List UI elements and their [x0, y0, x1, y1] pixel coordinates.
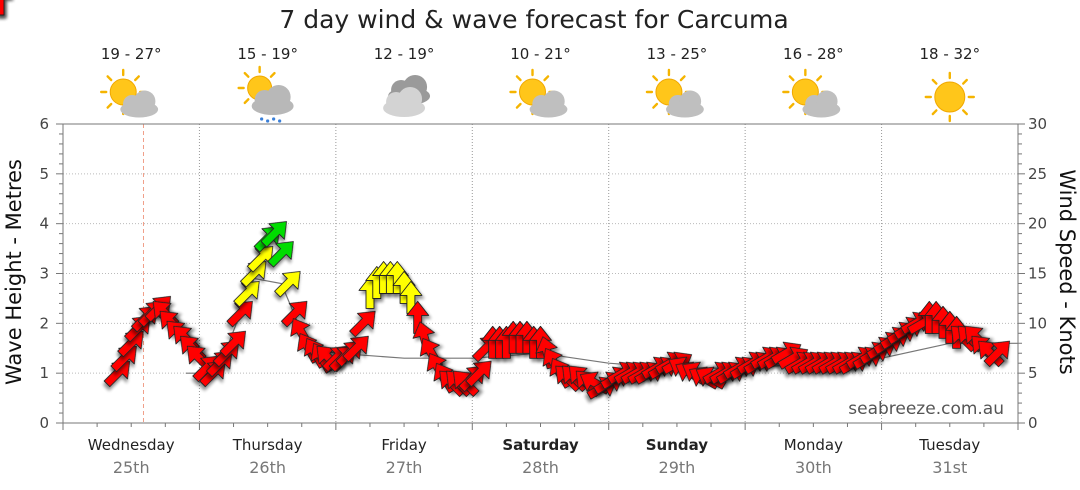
sun-ray	[816, 75, 823, 82]
watermark: seabreeze.com.au	[848, 399, 1004, 419]
cloud-puff	[815, 90, 838, 113]
right-tick-label: 20	[1028, 215, 1047, 233]
rain-drop	[272, 117, 276, 121]
day-date-label: 27th	[386, 458, 423, 477]
cloud-puff	[679, 90, 702, 113]
day-date-label: 30th	[795, 458, 832, 477]
wind-arrow	[267, 241, 294, 268]
sun-ray	[106, 75, 113, 82]
sun-ray	[931, 109, 938, 116]
temperature-range: 13 - 25°	[647, 45, 708, 63]
day-name-label: Sunday	[646, 436, 709, 454]
day-date-label: 31st	[932, 458, 967, 477]
chart-title: 7 day wind & wave forecast for Carcuma	[279, 5, 788, 34]
day-name-label: Thursday	[232, 436, 303, 454]
temperature-range: 12 - 19°	[374, 45, 435, 63]
wind-arrow	[0, 0, 5, 16]
sun-ray	[269, 71, 276, 78]
sun-ray	[543, 75, 550, 82]
rain-drop	[278, 119, 282, 123]
sun-ray	[962, 78, 968, 85]
rain-drop	[266, 119, 270, 123]
sun-ray	[652, 102, 659, 109]
day-date-label: 28th	[522, 458, 559, 477]
day-date-label: 25th	[113, 458, 150, 477]
wind-arrow	[465, 360, 492, 388]
right-tick-label: 30	[1028, 115, 1047, 133]
sun-ray	[931, 78, 938, 85]
cloud-puff	[133, 90, 156, 113]
temperature-range: 18 - 32°	[919, 45, 980, 63]
cloudy-icon	[383, 75, 431, 117]
left-tick-label: 1	[39, 364, 49, 382]
day-name-label: Wednesday	[88, 436, 175, 454]
sun-ray	[243, 98, 250, 105]
temperature-range: 15 - 19°	[237, 45, 298, 63]
cloud-puff	[543, 90, 565, 113]
sun-ray	[515, 75, 522, 82]
sun-disc	[934, 81, 966, 113]
left-tick-label: 5	[39, 165, 49, 183]
left-tick-label: 6	[39, 115, 49, 133]
right-tick-label: 25	[1028, 165, 1047, 183]
day-date-label: 29th	[659, 458, 696, 477]
cloud-puff	[266, 85, 291, 109]
sun-ray	[962, 109, 968, 116]
wind-arrow	[233, 280, 260, 308]
left-tick-label: 0	[39, 414, 49, 432]
rain-drop	[260, 117, 264, 121]
sun-ray	[788, 75, 795, 82]
right-tick-label: 5	[1028, 364, 1038, 382]
wind-arrow	[281, 300, 308, 328]
wind-arrow	[349, 310, 376, 338]
wind-arrow	[342, 335, 369, 363]
daily-weather-row: 19 - 27° 15 - 19° 12 - 19° 10 - 21° 13 - 25°…	[100, 45, 980, 123]
right-tick-label: 10	[1028, 314, 1047, 332]
day-date-label: 26th	[249, 458, 286, 477]
left-tick-label: 4	[39, 215, 49, 233]
sun-ray	[243, 71, 250, 78]
plot-frame	[62, 123, 1019, 424]
day-name-label: Tuesday	[918, 436, 980, 454]
sun-ray	[679, 75, 686, 82]
sunny-icon	[924, 71, 975, 123]
day-name-label: Monday	[784, 436, 843, 454]
temperature-range: 16 - 28°	[783, 45, 844, 63]
wind-arrow	[983, 340, 1010, 368]
sun-ray	[134, 75, 140, 82]
right-tick-label: 15	[1028, 265, 1047, 283]
right-tick-label: 0	[1028, 414, 1038, 432]
cloud-puff	[398, 87, 423, 111]
wind-arrow	[260, 221, 287, 248]
wind-arrow	[226, 300, 253, 328]
day-name-label: Saturday	[502, 436, 579, 454]
sun-ray	[788, 102, 795, 109]
left-tick-label: 3	[39, 265, 49, 283]
partly-cloudy-icon	[509, 68, 568, 118]
sun-ray	[106, 102, 113, 109]
sun-ray	[515, 102, 522, 109]
left-tick-label: 2	[39, 314, 49, 332]
wind-arrow-series	[0, 0, 1010, 400]
right-axis-title: Wind Speed - Knots	[1055, 169, 1079, 374]
partly-cloudy-icon	[645, 68, 704, 118]
sun-ray	[652, 75, 659, 82]
temperature-range: 19 - 27°	[101, 45, 162, 63]
left-axis-title: Wave Height - Metres	[2, 159, 26, 385]
axes: 0 1 2 3 4 5 6 0 5 10 15 20 25 30 Wednesday 25th Thursday…	[39, 115, 1047, 477]
wind-arrow	[219, 330, 246, 358]
partly-cloudy-icon	[100, 68, 159, 118]
temperature-range: 10 - 21°	[510, 45, 571, 63]
showers-icon	[237, 65, 294, 123]
wind-arrow	[274, 271, 301, 298]
day-name-label: Friday	[381, 436, 427, 454]
partly-cloudy-icon	[782, 68, 841, 118]
